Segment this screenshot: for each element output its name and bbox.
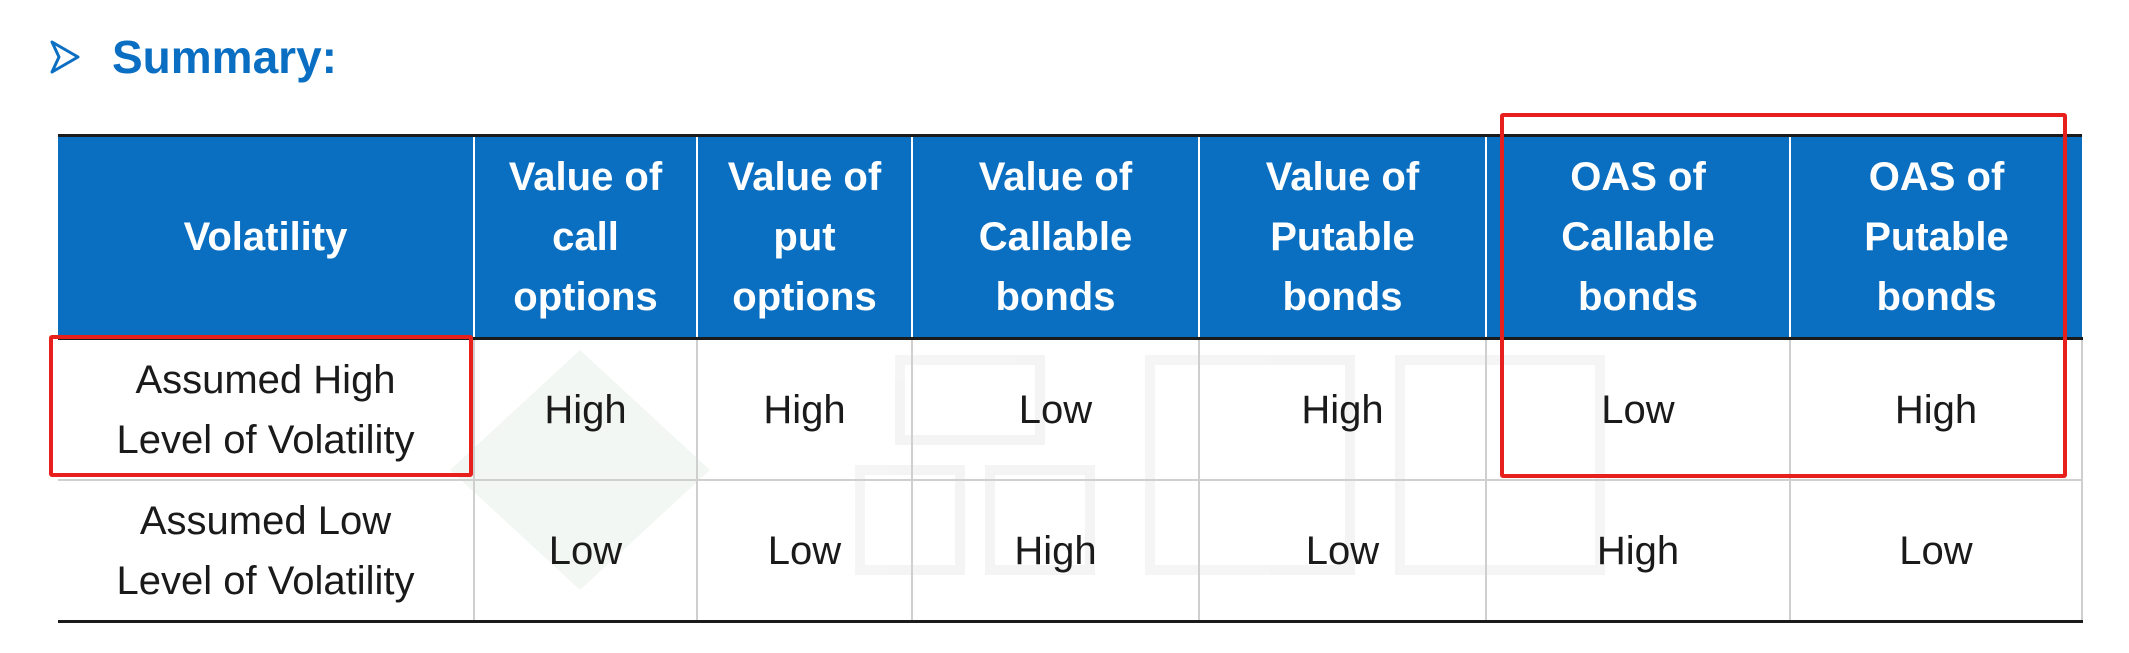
summary-title: Summary: (112, 31, 337, 83)
header-volatility: Volatility (58, 134, 474, 340)
summary-heading: Summary: (50, 30, 337, 84)
table-cell: High (1485, 480, 1791, 623)
header-value-call-options: Value of call options (473, 134, 697, 340)
header-oas-callable-bonds: OAS of Callable bonds (1485, 134, 1790, 340)
header-value-put-options: Value of put options (696, 134, 912, 340)
header-value-callable-bonds: Value of Callable bonds (911, 134, 1199, 340)
summary-table: Volatility Value of call options Value o… (58, 134, 2083, 623)
arrow-right-outline-icon (50, 40, 80, 74)
table-cell: High (696, 338, 913, 481)
table-cell: High (911, 480, 1200, 623)
highlight-box-high-volatility (49, 335, 473, 477)
table-cell: High (1789, 338, 2083, 481)
table-cell: High (473, 338, 698, 481)
header-row: Volatility Value of call options Value o… (58, 134, 2082, 340)
table-cell: Low (1789, 480, 2083, 623)
row-label-high-volatility: Assumed High Level of Volatility (58, 338, 475, 481)
row-label-low-volatility: Assumed Low Level of Volatility (58, 480, 475, 623)
header-oas-putable-bonds: OAS of Putable bonds (1789, 134, 2082, 340)
table-cell: Low (1485, 338, 1791, 481)
table-cell: Low (911, 338, 1200, 481)
header-value-putable-bonds: Value of Putable bonds (1198, 134, 1486, 340)
table-row: Assumed Low Level of Volatility Low Low … (58, 480, 2083, 623)
table-cell: Low (1198, 480, 1487, 623)
table-cell: Low (473, 480, 698, 623)
highlight-box-oas-columns (1500, 113, 2067, 478)
table-row: Assumed High Level of Volatility High Hi… (58, 338, 2083, 481)
table-cell: Low (696, 480, 913, 623)
table-cell: High (1198, 338, 1487, 481)
